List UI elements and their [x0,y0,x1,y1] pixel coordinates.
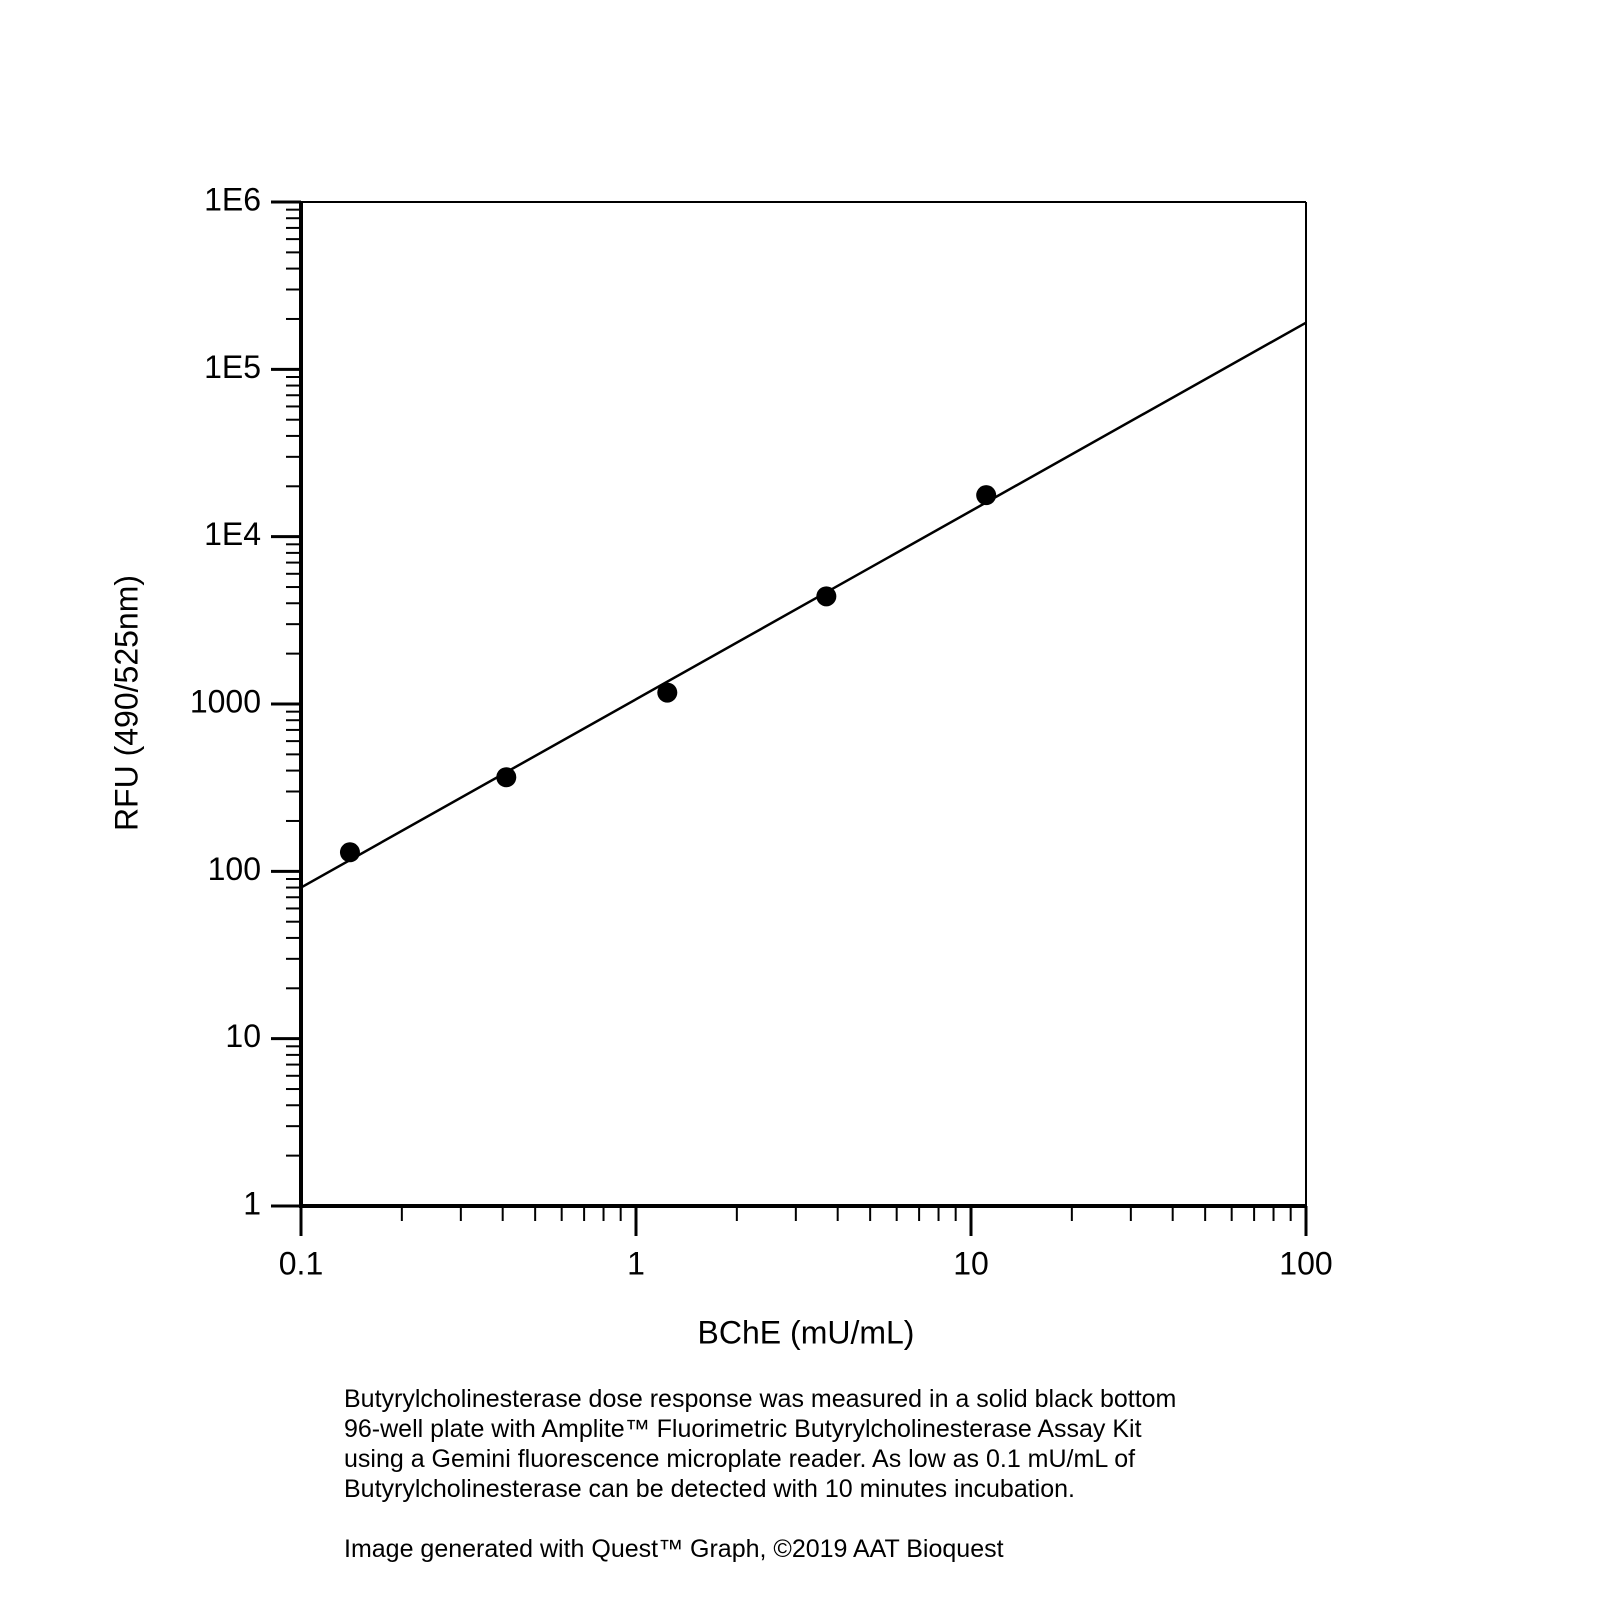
caption-line: Butyrylcholinesterase can be detected wi… [344,1475,1075,1503]
y-tick-label: 100 [208,851,261,887]
y-axis-label: RFU (490/525nm) [108,575,144,831]
x-axis-label: BChE (mU/mL) [698,1314,915,1350]
data-point [496,767,517,788]
y-tick-label: 1000 [190,683,261,719]
caption-line: 96-well plate with Amplite™ Fluorimetric… [344,1415,1142,1443]
x-tick-label: 1 [627,1245,645,1281]
y-tick-label: 10 [225,1018,261,1054]
y-tick-label: 1E6 [204,181,261,217]
x-tick-label: 100 [1279,1245,1332,1281]
x-tick-label: 10 [953,1245,989,1281]
caption-line: using a Gemini fluorescence microplate r… [344,1445,1135,1473]
caption-line: Butyrylcholinesterase dose response was … [344,1385,1176,1413]
x-tick-label: 0.1 [279,1245,323,1281]
y-tick-label: 1E5 [204,349,261,385]
data-point [657,682,678,703]
footer: Image generated with Quest™ Graph, ©2019… [344,1535,1004,1563]
data-point [816,586,837,607]
y-tick-label: 1E4 [204,516,261,552]
y-tick-label: 1 [243,1185,261,1221]
fit-line [300,321,1307,889]
